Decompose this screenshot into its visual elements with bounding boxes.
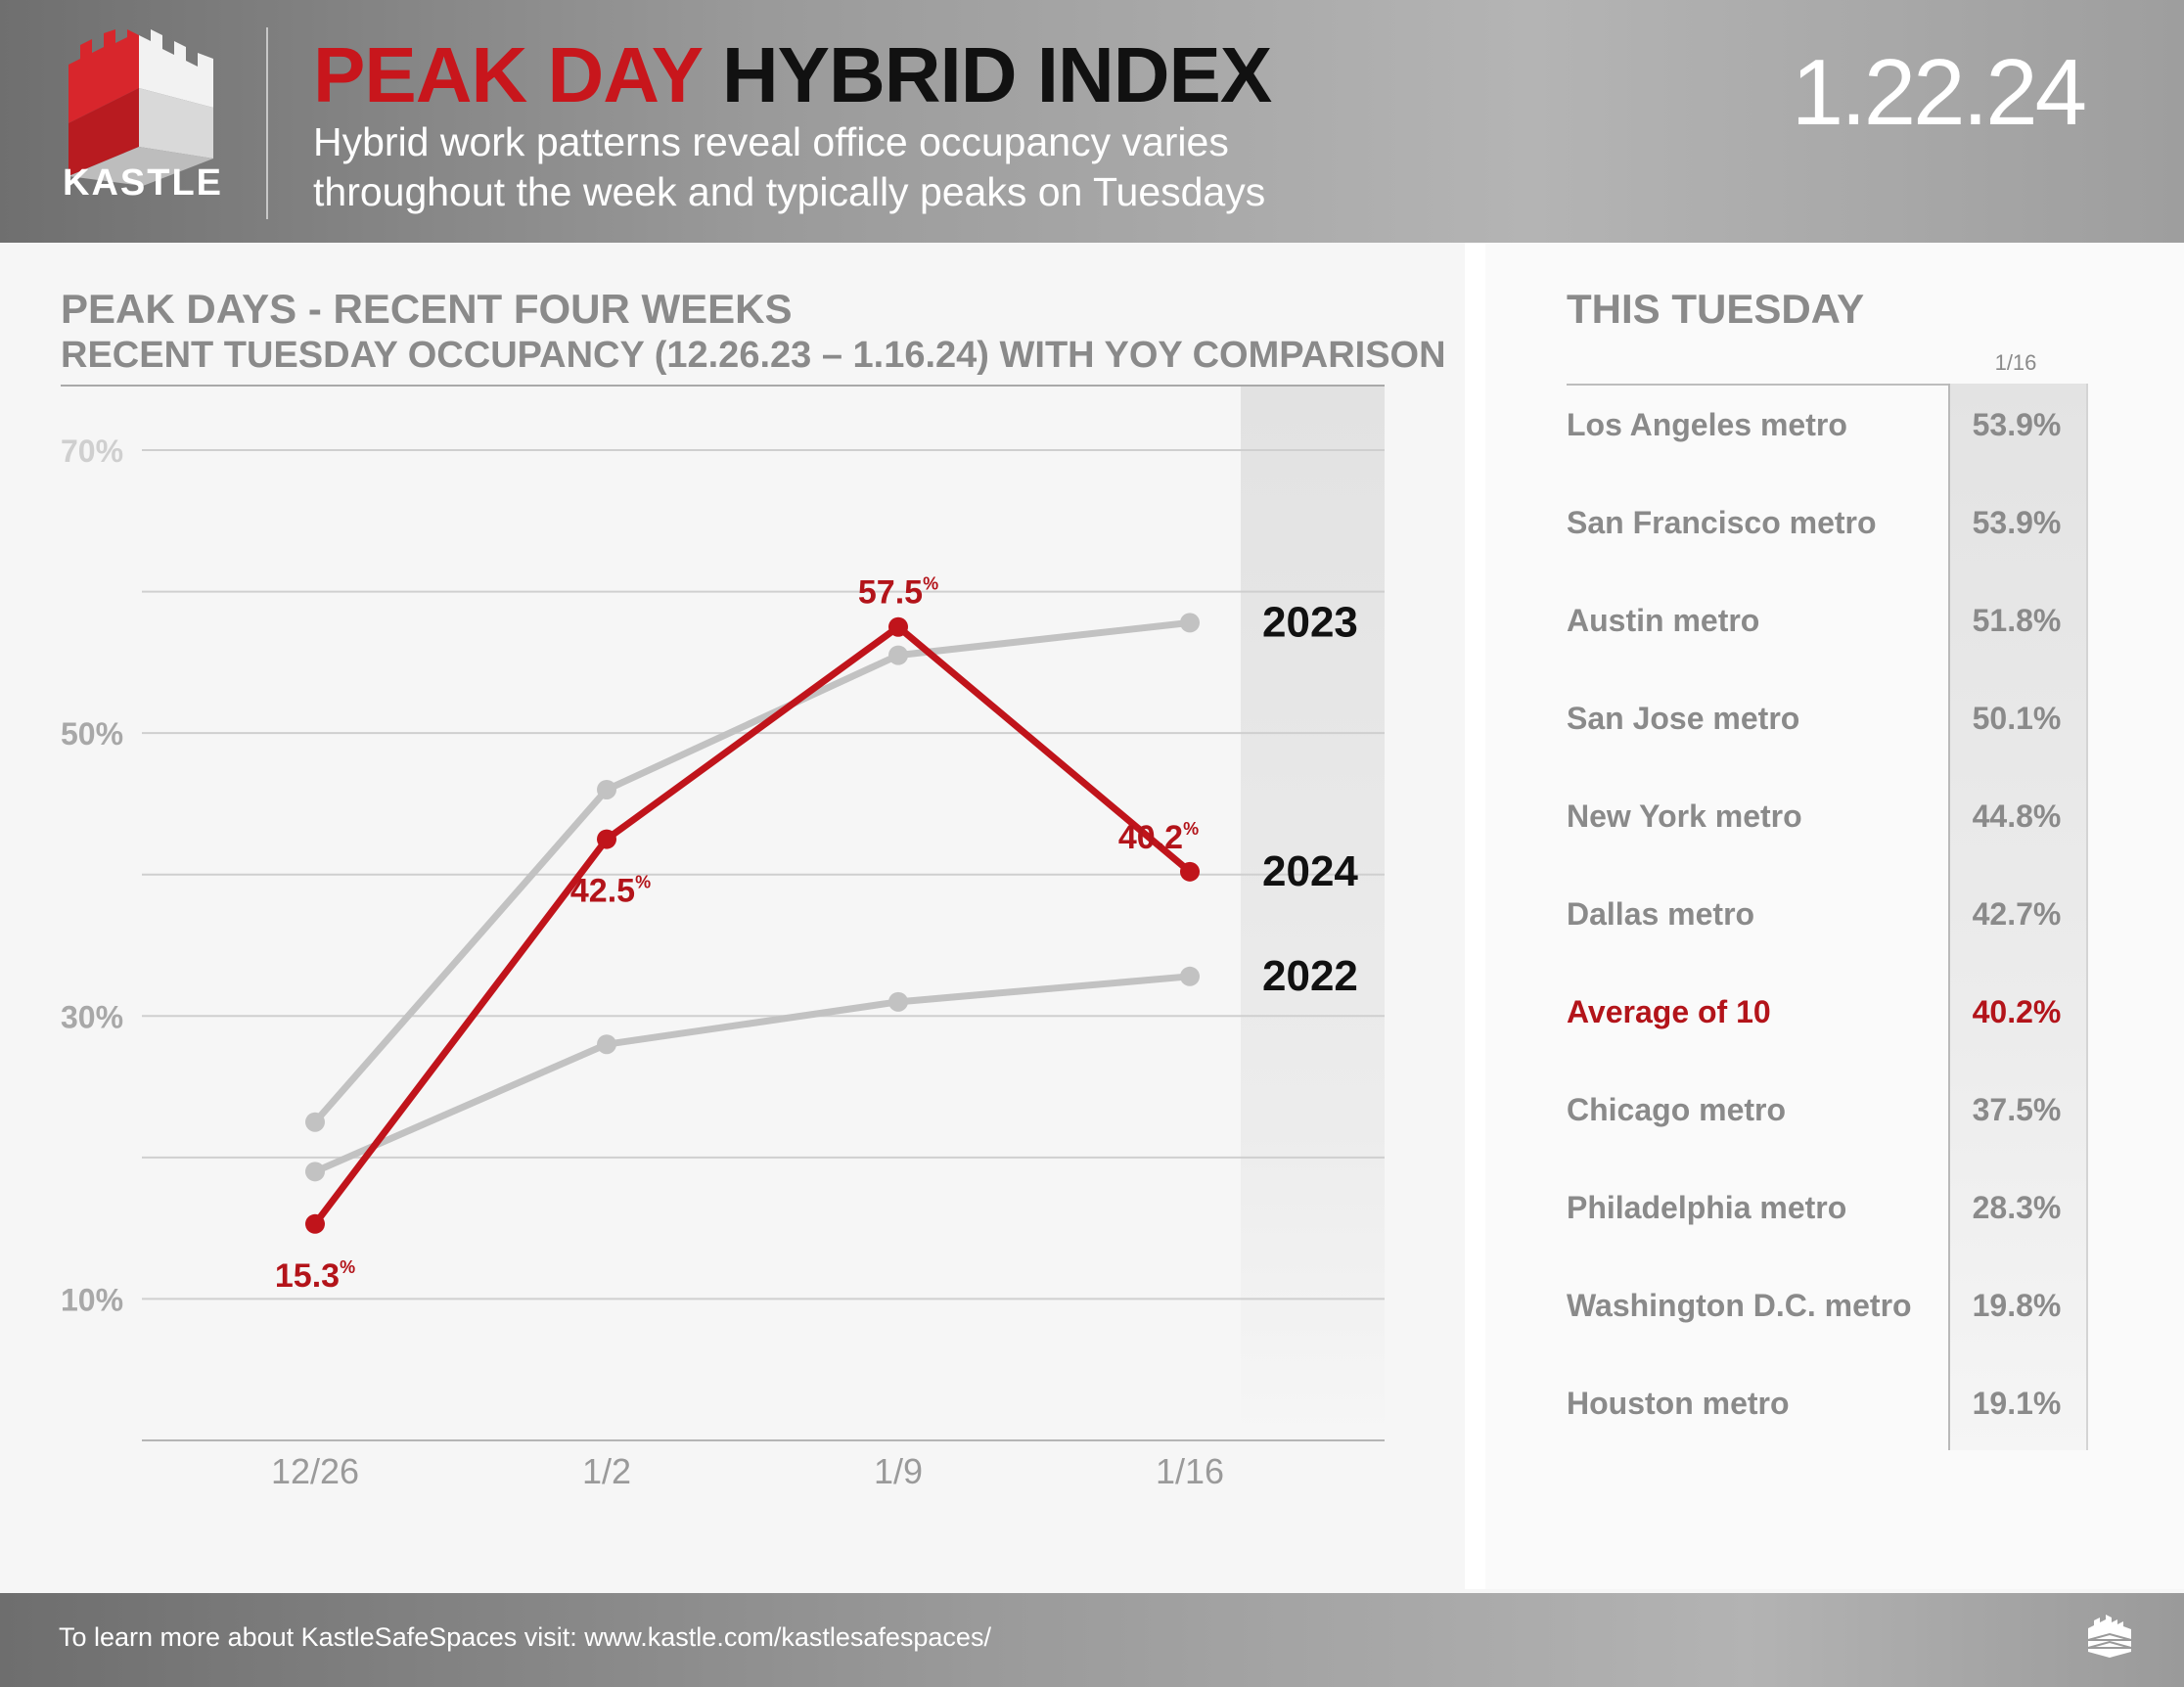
data-point-2023: [597, 779, 616, 799]
row-city: Washington D.C. metro: [1567, 1288, 1912, 1323]
percent-suffix: %: [1183, 819, 1199, 839]
panel-gap: [1465, 243, 1485, 1589]
data-point-2024: [1180, 861, 1200, 882]
data-point-2023: [1180, 613, 1200, 633]
page-subtitle: Hybrid work patterns reveal office occup…: [313, 117, 1468, 217]
chart-panel: [0, 243, 1465, 1589]
header-banner: KASTLE PEAK DAY HYBRID INDEX Hybrid work…: [0, 0, 2184, 243]
x-tick-label: 1/2: [582, 1451, 631, 1491]
row-city: Average of 10: [1567, 994, 1771, 1029]
subtitle-line-1: Hybrid work patterns reveal office occup…: [313, 119, 1229, 164]
row-value: 44.8%: [1972, 798, 2062, 834]
table-top-rule: [1567, 384, 2085, 386]
table-row: Dallas metro 42.7%: [1567, 883, 2085, 941]
row-value: 50.1%: [1972, 701, 2062, 736]
y-tick-label: 10%: [61, 1282, 123, 1317]
table-row: Average of 10 40.2%: [1567, 980, 2085, 1039]
table-row: Washington D.C. metro 19.8%: [1567, 1274, 2085, 1333]
data-point-2023: [888, 645, 908, 665]
footer-link-text[interactable]: To learn more about KastleSafeSpaces vis…: [59, 1622, 991, 1652]
data-point-2024: [305, 1213, 325, 1234]
table-row: Austin metro 51.8%: [1567, 589, 2085, 648]
row-value: 19.1%: [1972, 1386, 2062, 1421]
data-point-2022: [305, 1162, 325, 1182]
row-city: Austin metro: [1567, 603, 1760, 638]
latest-week-band: [1241, 386, 1385, 1440]
table-row: New York metro 44.8%: [1567, 785, 2085, 844]
data-value-label: 57.5%: [858, 574, 938, 612]
row-value: 40.2%: [1972, 994, 2062, 1029]
report-date: 1.22.24: [1791, 40, 2087, 145]
row-value: 42.7%: [1972, 896, 2062, 932]
x-tick-label: 1/9: [874, 1451, 923, 1491]
table-row: Houston metro 19.1%: [1567, 1372, 2085, 1431]
data-point-2024: [597, 829, 616, 849]
chart-title: PEAK DAYS - RECENT FOUR WEEKS: [61, 286, 793, 332]
x-tick-label: 12/26: [271, 1451, 359, 1491]
data-value-label: 42.5%: [570, 873, 651, 910]
data-point-2022: [888, 991, 908, 1012]
table-row: Chicago metro 37.5%: [1567, 1078, 2085, 1137]
logo-wordmark: KASTLE: [63, 162, 223, 204]
data-point-2022: [1180, 966, 1200, 986]
footer-banner: To learn more about KastleSafeSpaces vis…: [0, 1593, 2184, 1687]
table-row: Los Angeles metro 53.9%: [1567, 393, 2085, 452]
page-title: PEAK DAY HYBRID INDEX: [313, 31, 1272, 119]
chart-subtitle: RECENT TUESDAY OCCUPANCY (12.26.23 – 1.1…: [61, 335, 1446, 376]
data-point-2022: [597, 1034, 616, 1055]
series-line-2022: [311, 973, 1194, 1175]
data-value-label: 40.2%: [1118, 819, 1199, 856]
series-line-2024: [311, 623, 1194, 1228]
row-city: Chicago metro: [1567, 1092, 1787, 1127]
percent-suffix: %: [635, 873, 651, 892]
header-divider: [266, 27, 268, 219]
row-city: Los Angeles metro: [1567, 407, 1847, 442]
percent-suffix: %: [923, 574, 938, 594]
y-tick-label: 50%: [61, 716, 123, 752]
y-tick-label: 70%: [61, 433, 123, 469]
data-point-2023: [305, 1112, 325, 1132]
this-tuesday-column-header: 1/16: [1994, 350, 2037, 375]
row-value: 51.8%: [1972, 603, 2062, 638]
row-value: 19.8%: [1972, 1288, 2062, 1323]
occupancy-line-chart: 10% 30% 50% 70% 12/26 1/2 1/9 1/16 2023 2022 2024 1…: [61, 385, 1385, 1491]
data-point-2024: [888, 616, 908, 637]
percent-suffix: %: [340, 1257, 355, 1277]
row-value: 28.3%: [1972, 1190, 2062, 1225]
kastle-castle-logo-icon: [68, 29, 213, 186]
table-row: San Francisco metro 53.9%: [1567, 491, 2085, 550]
value-column-band: [1948, 384, 2088, 1450]
x-tick-label: 1/16: [1156, 1451, 1224, 1491]
series-label-2024: 2024: [1262, 847, 1358, 895]
y-tick-label: 30%: [61, 999, 123, 1034]
series-label-2023: 2023: [1262, 598, 1358, 646]
row-city: Philadelphia metro: [1567, 1190, 1847, 1225]
row-city: Dallas metro: [1567, 896, 1755, 932]
title-black-part: HYBRID INDEX: [721, 31, 1272, 118]
row-city: New York metro: [1567, 798, 1802, 834]
series-line-2023: [311, 618, 1194, 1126]
this-tuesday-title: THIS TUESDAY: [1567, 286, 1865, 332]
title-red-part: PEAK DAY: [313, 31, 703, 118]
row-value: 53.9%: [1972, 407, 2062, 442]
subtitle-line-2: throughout the week and typically peaks …: [313, 169, 1266, 214]
row-city: San Francisco metro: [1567, 505, 1877, 540]
row-city: Houston metro: [1567, 1386, 1790, 1421]
series-label-2022: 2022: [1262, 952, 1358, 1000]
row-value: 37.5%: [1972, 1092, 2062, 1127]
castle-mini-icon: [2087, 1615, 2132, 1658]
table-row: Philadelphia metro 28.3%: [1567, 1176, 2085, 1235]
table-row: San Jose metro 50.1%: [1567, 687, 2085, 746]
row-city: San Jose metro: [1567, 701, 1800, 736]
row-value: 53.9%: [1972, 505, 2062, 540]
data-value-label: 15.3%: [275, 1257, 355, 1295]
